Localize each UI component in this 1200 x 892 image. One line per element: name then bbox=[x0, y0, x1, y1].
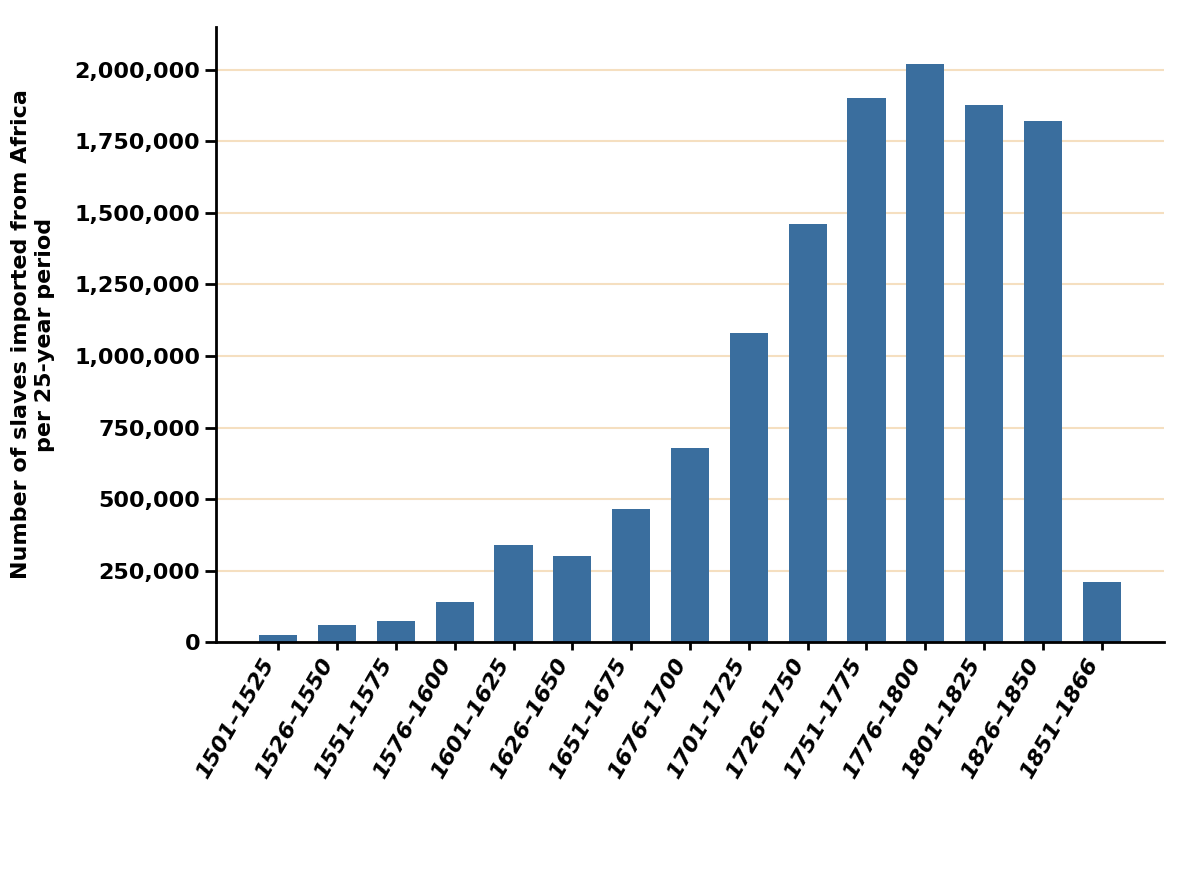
Bar bbox=[671, 448, 709, 642]
Bar bbox=[377, 621, 415, 642]
Bar bbox=[612, 509, 650, 642]
Bar bbox=[965, 105, 1003, 642]
Bar bbox=[553, 557, 592, 642]
Y-axis label: Number of slaves imported from Africa
per 25-year period: Number of slaves imported from Africa pe… bbox=[11, 89, 54, 580]
Bar bbox=[494, 545, 533, 642]
Bar bbox=[436, 602, 474, 642]
Bar bbox=[1082, 582, 1121, 642]
Bar bbox=[730, 333, 768, 642]
Bar bbox=[906, 64, 944, 642]
Bar bbox=[847, 98, 886, 642]
Bar bbox=[259, 635, 298, 642]
Bar bbox=[1024, 121, 1062, 642]
Bar bbox=[788, 224, 827, 642]
Bar bbox=[318, 625, 356, 642]
